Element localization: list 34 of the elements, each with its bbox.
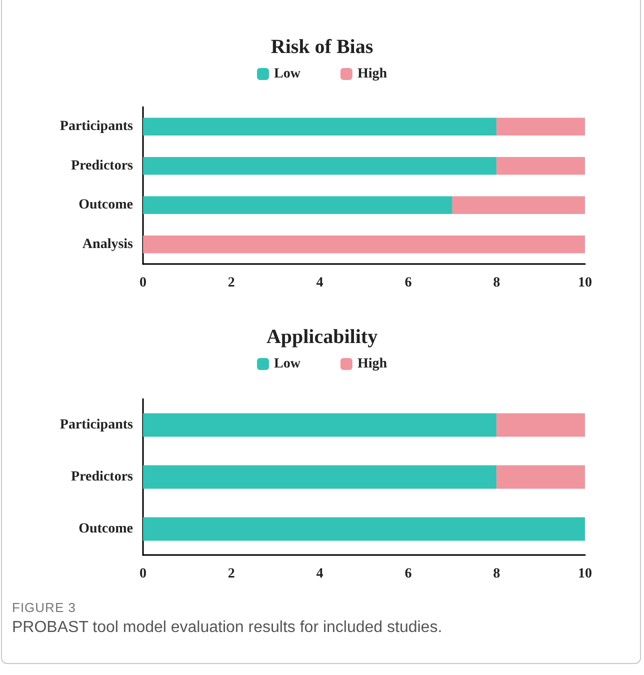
bar [143,236,585,254]
bar [496,118,585,136]
x-tick-label: 8 [493,566,500,582]
legend-label: Low [274,66,302,82]
x-tick-label: 0 [140,566,146,582]
x-tick-label: 2 [228,566,235,582]
x-tick-label: 2 [228,276,235,290]
caption: FIGURE 3 [12,600,77,615]
bar [496,157,585,175]
y-tick-label: Analysis [82,236,134,252]
x-tick-label: 10 [578,276,592,290]
chart-title: Risk of Bias [270,36,374,58]
x-tick-label: 0 [140,276,146,290]
x-tick-label: 4 [316,276,324,290]
y-tick-label: Predictors [71,158,134,174]
y-tick-label: Participants [60,418,134,432]
y-tick-label: Predictors [71,470,134,484]
bar [143,157,497,175]
legend-label: High [357,356,388,372]
y-tick-label: Participants [60,119,134,134]
bar [143,118,497,136]
legend-label: High [357,66,388,82]
y-tick-label: Outcome [78,198,133,213]
bar [143,196,452,214]
x-tick-label: 8 [493,276,500,290]
x-tick-label: 4 [316,566,324,582]
chart-title: Applicability [266,326,378,348]
legend-label: Low [274,356,302,372]
y-tick-label: Outcome [78,522,133,536]
x-tick-label: 6 [404,276,412,290]
text: PROBAST tool model evaluation results for included studies. [12,619,444,637]
x-tick-label: 6 [404,566,412,582]
x-tick-label: 10 [578,566,592,582]
bar [452,196,585,214]
